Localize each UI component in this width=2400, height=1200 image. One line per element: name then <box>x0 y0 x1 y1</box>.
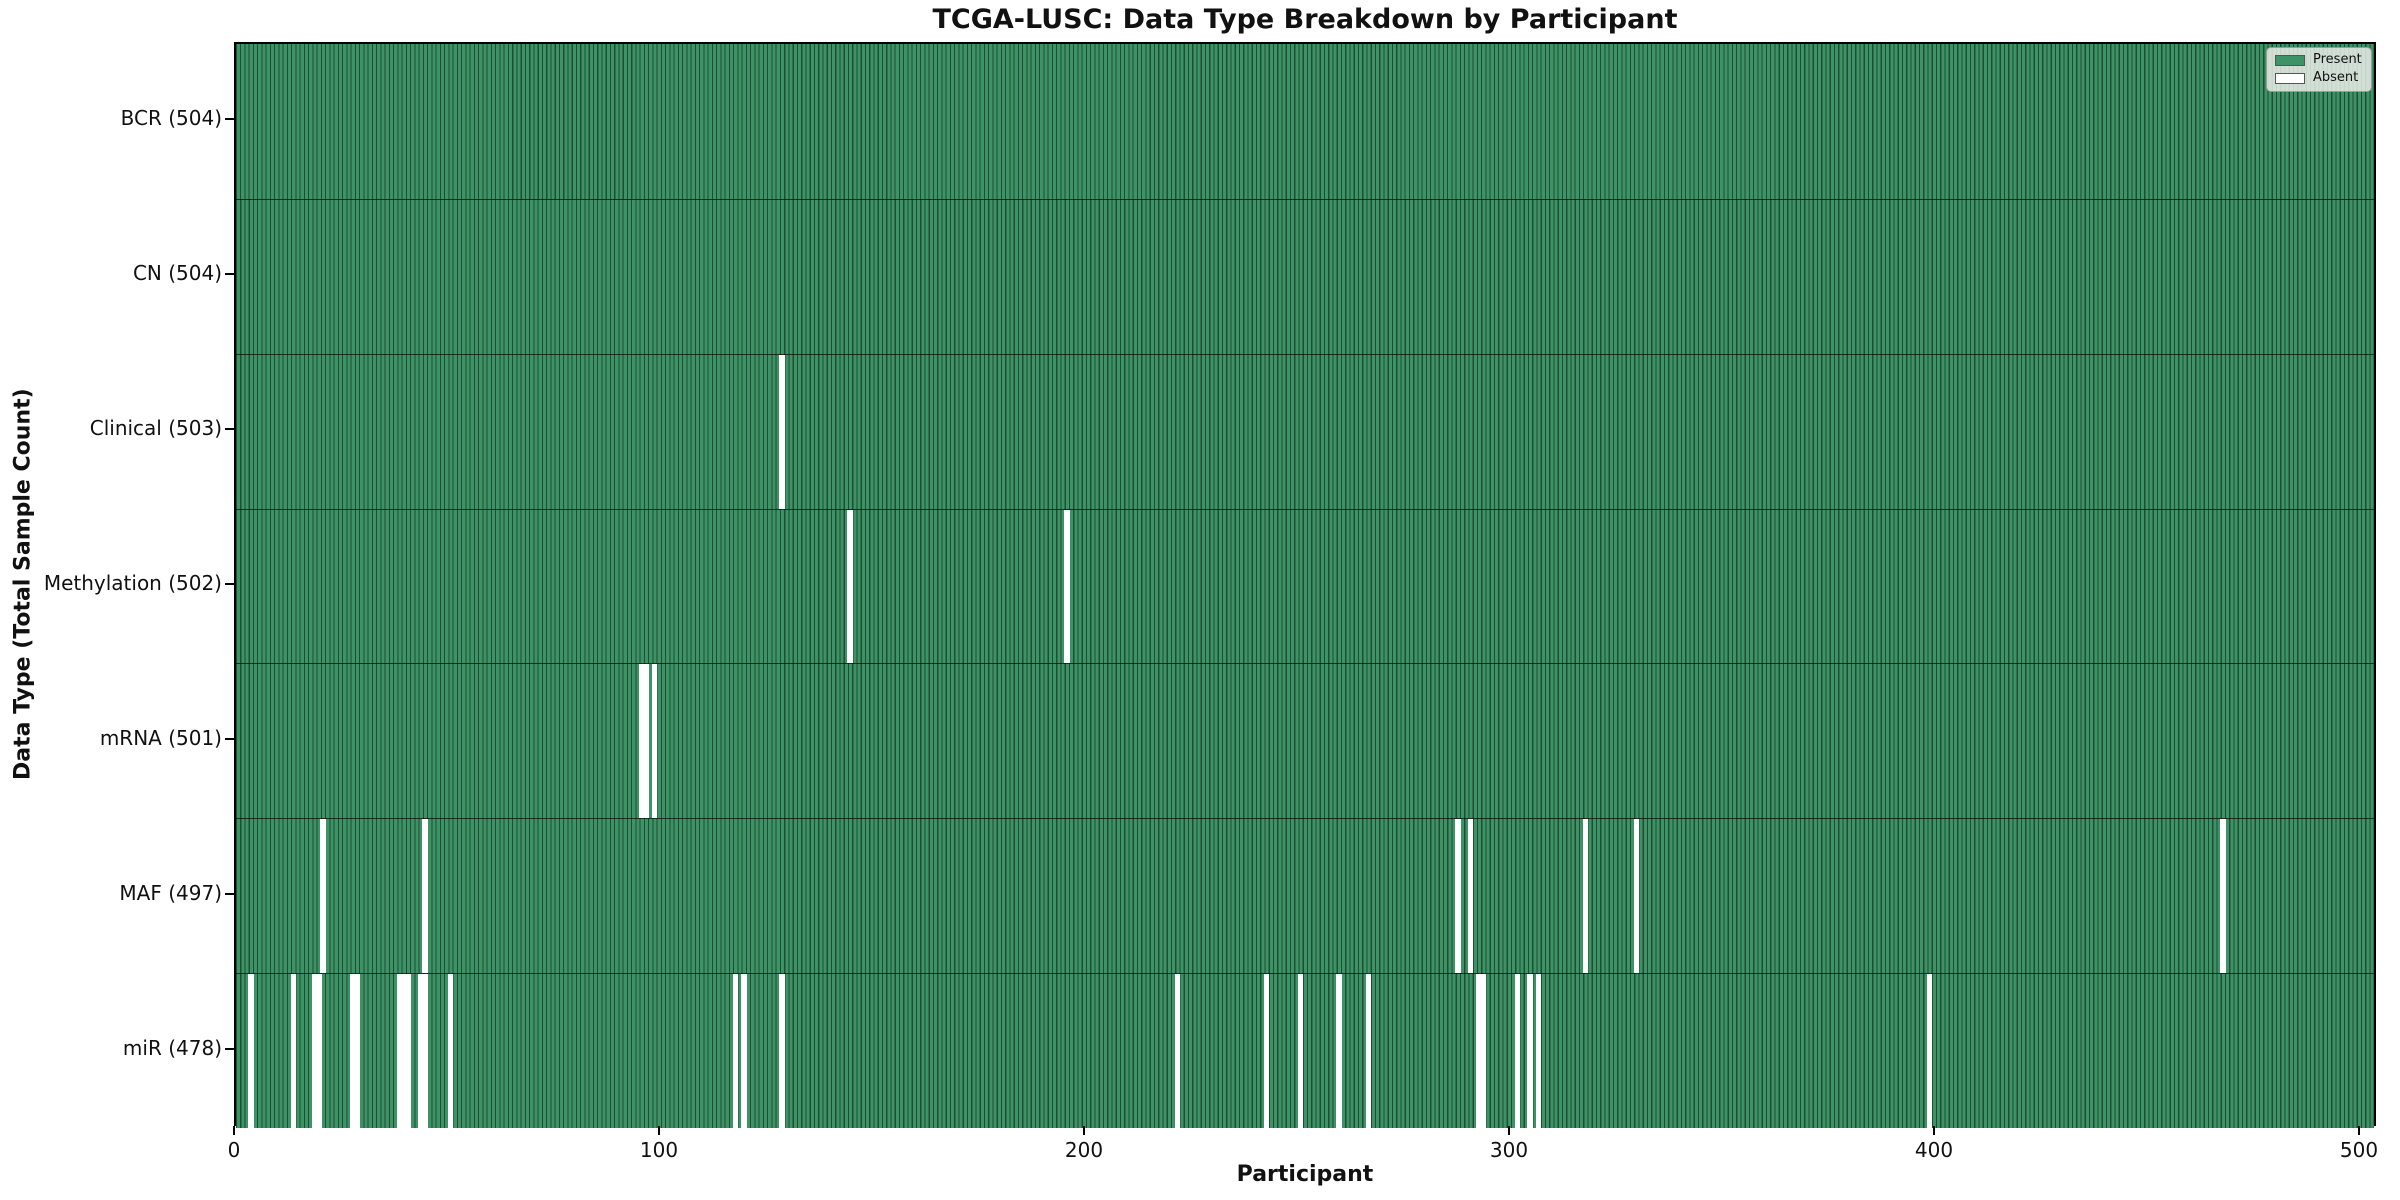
absent-marker <box>1263 974 1270 1128</box>
absent-marker <box>1480 974 1487 1128</box>
y-tick-label: Clinical (503) <box>89 416 222 441</box>
absent-marker <box>320 819 326 974</box>
absent-marker <box>732 974 739 1128</box>
absent-marker <box>779 354 785 509</box>
absent-marker <box>847 509 853 664</box>
row-maf <box>236 818 2374 974</box>
absent-marker <box>396 974 403 1128</box>
y-tick-label: MAF (497) <box>119 880 222 905</box>
x-tick-mark <box>233 1126 235 1135</box>
absent-marker <box>350 974 356 1128</box>
y-tick-mark <box>225 737 234 740</box>
absent-marker <box>643 664 649 819</box>
y-tick-mark <box>225 118 234 121</box>
x-tick-label: 200 <box>1064 1138 1104 1162</box>
x-tick-label: 500 <box>2339 1138 2379 1162</box>
absent-marker <box>779 974 785 1128</box>
x-tick-label: 0 <box>227 1138 241 1162</box>
absent-marker <box>1467 819 1474 974</box>
absent-marker <box>248 974 254 1128</box>
absent-marker <box>741 974 747 1128</box>
present-swatch <box>2275 54 2305 66</box>
absent-marker <box>1336 974 1342 1128</box>
x-axis-label: Participant <box>1236 1162 1374 1187</box>
y-tick-label: BCR (504) <box>120 106 222 131</box>
y-tick-mark <box>225 892 234 895</box>
absent-marker <box>1535 974 1542 1128</box>
absent-marker <box>1064 509 1070 664</box>
y-tick-mark <box>225 273 234 276</box>
y-tick-label: Methylation (502) <box>43 571 222 595</box>
absent-marker <box>1297 974 1304 1128</box>
absent-marker <box>418 974 424 1128</box>
x-tick-label: 400 <box>1914 1138 1954 1162</box>
absent-marker <box>422 819 428 974</box>
absent-marker <box>651 664 658 819</box>
absent-marker <box>1527 974 1533 1128</box>
absent-marker <box>405 974 411 1128</box>
row-mir <box>236 973 2374 1128</box>
absent-marker <box>447 974 454 1128</box>
chart-title: TCGA-LUSC: Data Type Breakdown by Partic… <box>932 4 1678 35</box>
x-tick-mark <box>658 1126 660 1135</box>
absent-swatch <box>2275 72 2305 84</box>
row-mrna <box>236 663 2374 819</box>
absent-marker <box>1455 819 1461 974</box>
absent-marker <box>1365 974 1372 1128</box>
x-tick-label: 300 <box>1489 1138 1529 1162</box>
absent-marker <box>1174 974 1181 1128</box>
row-bcr <box>236 44 2374 199</box>
legend-label: Present <box>2313 52 2362 67</box>
absent-marker <box>2220 819 2226 974</box>
y-tick-mark <box>225 1047 234 1050</box>
y-tick-mark <box>225 428 234 431</box>
row-methylation <box>236 508 2374 664</box>
absent-marker <box>1514 974 1521 1128</box>
y-tick-label: mRNA (501) <box>99 725 222 750</box>
x-tick-label: 100 <box>639 1138 679 1162</box>
row-cn <box>236 198 2374 354</box>
legend: Present Absent <box>2266 47 2372 92</box>
absent-marker <box>422 974 428 1128</box>
absent-marker <box>316 974 322 1128</box>
row-clinical <box>236 353 2374 509</box>
absent-marker <box>1582 819 1589 974</box>
absent-marker <box>401 974 407 1128</box>
x-tick-mark <box>1933 1126 1935 1135</box>
legend-label: Absent <box>2313 70 2359 85</box>
y-tick-mark <box>225 583 234 585</box>
absent-marker <box>1476 974 1482 1128</box>
x-tick-mark <box>1508 1126 1510 1135</box>
absent-marker <box>639 664 645 819</box>
y-tick-label: miR (478) <box>122 1035 222 1060</box>
absent-marker <box>1926 974 1933 1128</box>
absent-marker <box>311 974 318 1128</box>
absent-marker <box>354 974 360 1128</box>
legend-item-present: Present <box>2275 53 2363 67</box>
y-tick-label: CN (504) <box>132 261 222 286</box>
x-tick-mark <box>1083 1126 1085 1135</box>
plot-area <box>234 42 2376 1128</box>
absent-marker <box>1633 819 1640 974</box>
x-tick-mark <box>2358 1126 2360 1135</box>
legend-item-absent: Absent <box>2275 71 2363 85</box>
absent-marker <box>290 974 297 1128</box>
